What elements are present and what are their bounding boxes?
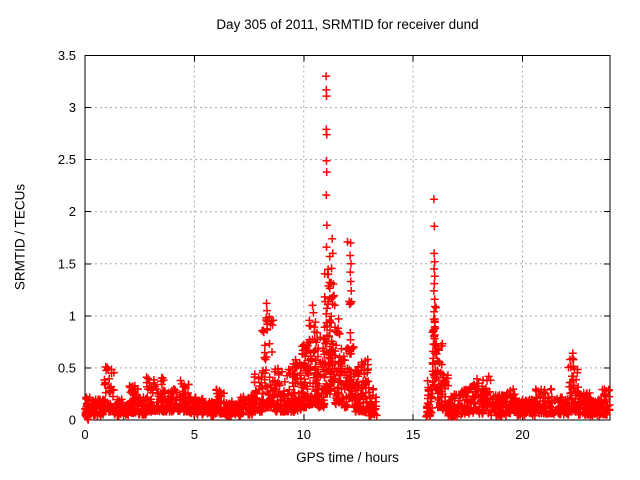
y-tick-label: 3	[69, 100, 76, 115]
y-tick-label: 0	[69, 413, 76, 428]
x-tick-label: 15	[406, 427, 420, 442]
y-axis-label: SRMTID / TECUs	[12, 183, 28, 291]
x-axis-label: GPS time / hours	[296, 450, 399, 465]
y-tick-label: 2.5	[58, 152, 76, 167]
plot-border	[84, 55, 611, 421]
x-tick-label: 20	[515, 427, 529, 442]
y-tick-label: 3.5	[58, 48, 76, 63]
y-tick-label: 2	[69, 204, 76, 219]
x-tick-label: 5	[191, 427, 198, 442]
x-tick-label: 10	[297, 427, 311, 442]
y-tick-label: 1.5	[58, 256, 76, 271]
y-tick-label: 1	[69, 308, 76, 323]
chart-title: Day 305 of 2011, SRMTID for receiver dun…	[216, 17, 479, 32]
data-points	[81, 72, 614, 424]
y-tick-label: 0.5	[58, 360, 76, 375]
x-tick-label: 0	[81, 427, 88, 442]
